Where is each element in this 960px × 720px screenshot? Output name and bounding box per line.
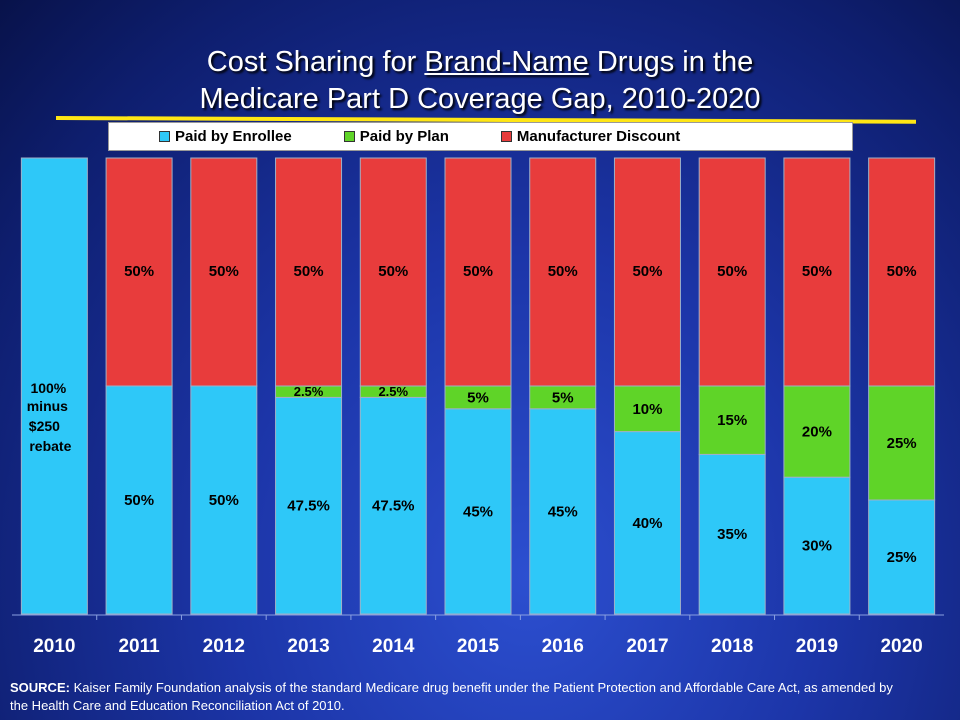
data-label-plan-2015: 5%: [467, 389, 489, 406]
bar-manufacturer-2014: [359, 157, 427, 387]
legend-label-plan: Paid by Plan: [359, 128, 449, 145]
bar-plan-2018: [698, 385, 766, 455]
bar-plan-2019: [783, 385, 851, 478]
data-label-manufacturer-2017: 50%: [632, 263, 662, 280]
data-label-plan-2020: 25%: [887, 435, 917, 452]
bar-plan-2020: [868, 385, 936, 501]
x-tick-label-2012: 2012: [203, 636, 245, 657]
source-note: SOURCE: Kaiser Family Foundation analysi…: [10, 679, 910, 715]
data-label-enrollee-2010: 100% minus $250 rebate: [27, 380, 72, 454]
bar-manufacturer-2018: [698, 157, 766, 387]
bar-enrollee-2013: [275, 396, 343, 615]
x-tick-label-2013: 2013: [287, 636, 329, 657]
bar-enrollee-2011: [105, 385, 173, 615]
x-tick-label-2017: 2017: [626, 636, 668, 657]
chart-title: Cost Sharing for Brand-Name Drugs in the…: [0, 44, 960, 118]
x-tick-label-2010: 2010: [33, 636, 75, 657]
chart-legend: Paid by Enrollee Paid by Plan Manufactur…: [108, 122, 853, 151]
title-line-1: Cost Sharing for Brand-Name Drugs in the: [0, 44, 960, 81]
data-label-manufacturer-2019: 50%: [802, 263, 832, 280]
bar-plan-2017: [613, 385, 681, 433]
bar-manufacturer-2020: [868, 157, 936, 387]
title-line-1-post: Drugs in the: [588, 46, 754, 78]
data-label-manufacturer-2012: 50%: [209, 263, 239, 280]
source-text: Kaiser Family Foundation analysis of the…: [10, 680, 893, 713]
data-label-manufacturer-2011: 50%: [124, 263, 154, 280]
bar-enrollee-2020: [868, 499, 936, 615]
legend-swatch-enrollee: [159, 131, 170, 142]
x-tick-label-2016: 2016: [542, 636, 584, 657]
legend-item-plan: Paid by Plan: [343, 128, 449, 145]
legend-label-enrollee: Paid by Enrollee: [175, 128, 292, 145]
x-tick-label-2019: 2019: [796, 636, 838, 657]
data-label-plan-2013: 2.5%: [294, 384, 324, 399]
bar-manufacturer-2015: [444, 157, 512, 387]
title-line-1-pre: Cost Sharing for: [206, 46, 425, 78]
source-label: SOURCE:: [10, 680, 70, 695]
data-label-manufacturer-2014: 50%: [378, 263, 408, 280]
data-label-manufacturer-2016: 50%: [548, 263, 578, 280]
x-tick-label-2015: 2015: [457, 636, 500, 657]
bar-enrollee-2018: [698, 453, 766, 615]
data-label-manufacturer-2015: 50%: [463, 263, 493, 280]
x-tick-label-2011: 2011: [118, 636, 160, 657]
data-label-enrollee-2015: 45%: [463, 503, 493, 520]
data-label-enrollee-2020: 25%: [887, 549, 917, 566]
data-label-enrollee-2016: 45%: [548, 503, 578, 520]
title-line-2: Medicare Part D Coverage Gap, 2010-2020: [199, 83, 761, 115]
bar-enrollee-2012: [190, 385, 258, 615]
bar-manufacturer-2012: [190, 157, 258, 387]
data-label-manufacturer-2013: 50%: [294, 263, 324, 280]
bar-manufacturer-2017: [613, 157, 681, 387]
data-label-enrollee-2014: 47.5%: [372, 498, 415, 515]
legend-swatch-plan: [343, 131, 355, 142]
x-tick-label-2020: 2020: [880, 636, 922, 657]
bar-enrollee-2016: [529, 408, 597, 615]
data-label-plan-2016: 5%: [552, 389, 574, 406]
x-tick-label-2014: 2014: [372, 636, 415, 657]
x-tick-label-2018: 2018: [711, 636, 753, 657]
data-label-enrollee-2018: 35%: [717, 526, 747, 543]
data-label-enrollee-2013: 47.5%: [287, 498, 330, 515]
bar-manufacturer-2013: [275, 157, 343, 387]
title-underlined-word: Brand-Name: [424, 46, 589, 78]
data-label-enrollee-2019: 30%: [802, 538, 832, 555]
data-label-manufacturer-2018: 50%: [717, 263, 747, 280]
bar-manufacturer-2016: [529, 157, 597, 387]
data-label-enrollee-2017: 40%: [632, 515, 662, 532]
data-label-plan-2018: 15%: [717, 412, 747, 429]
legend-label-manufacturer: Manufacturer Discount: [516, 128, 681, 145]
bar-enrollee-2017: [613, 431, 681, 615]
data-label-enrollee-2011: 50%: [124, 492, 154, 509]
data-label-plan-2017: 10%: [632, 401, 662, 418]
bar-manufacturer-2011: [105, 157, 173, 387]
legend-item-manufacturer: Manufacturer Discount: [500, 128, 681, 145]
bar-enrollee-2010: [20, 157, 88, 615]
legend-item-enrollee: Paid by Enrollee: [159, 128, 292, 145]
data-label-plan-2019: 20%: [802, 424, 832, 441]
data-label-enrollee-2012: 50%: [209, 492, 239, 509]
data-label-plan-2014: 2.5%: [378, 384, 408, 399]
data-label-manufacturer-2020: 50%: [887, 263, 917, 280]
bar-manufacturer-2019: [783, 157, 851, 387]
legend-swatch-manufacturer: [500, 131, 512, 142]
